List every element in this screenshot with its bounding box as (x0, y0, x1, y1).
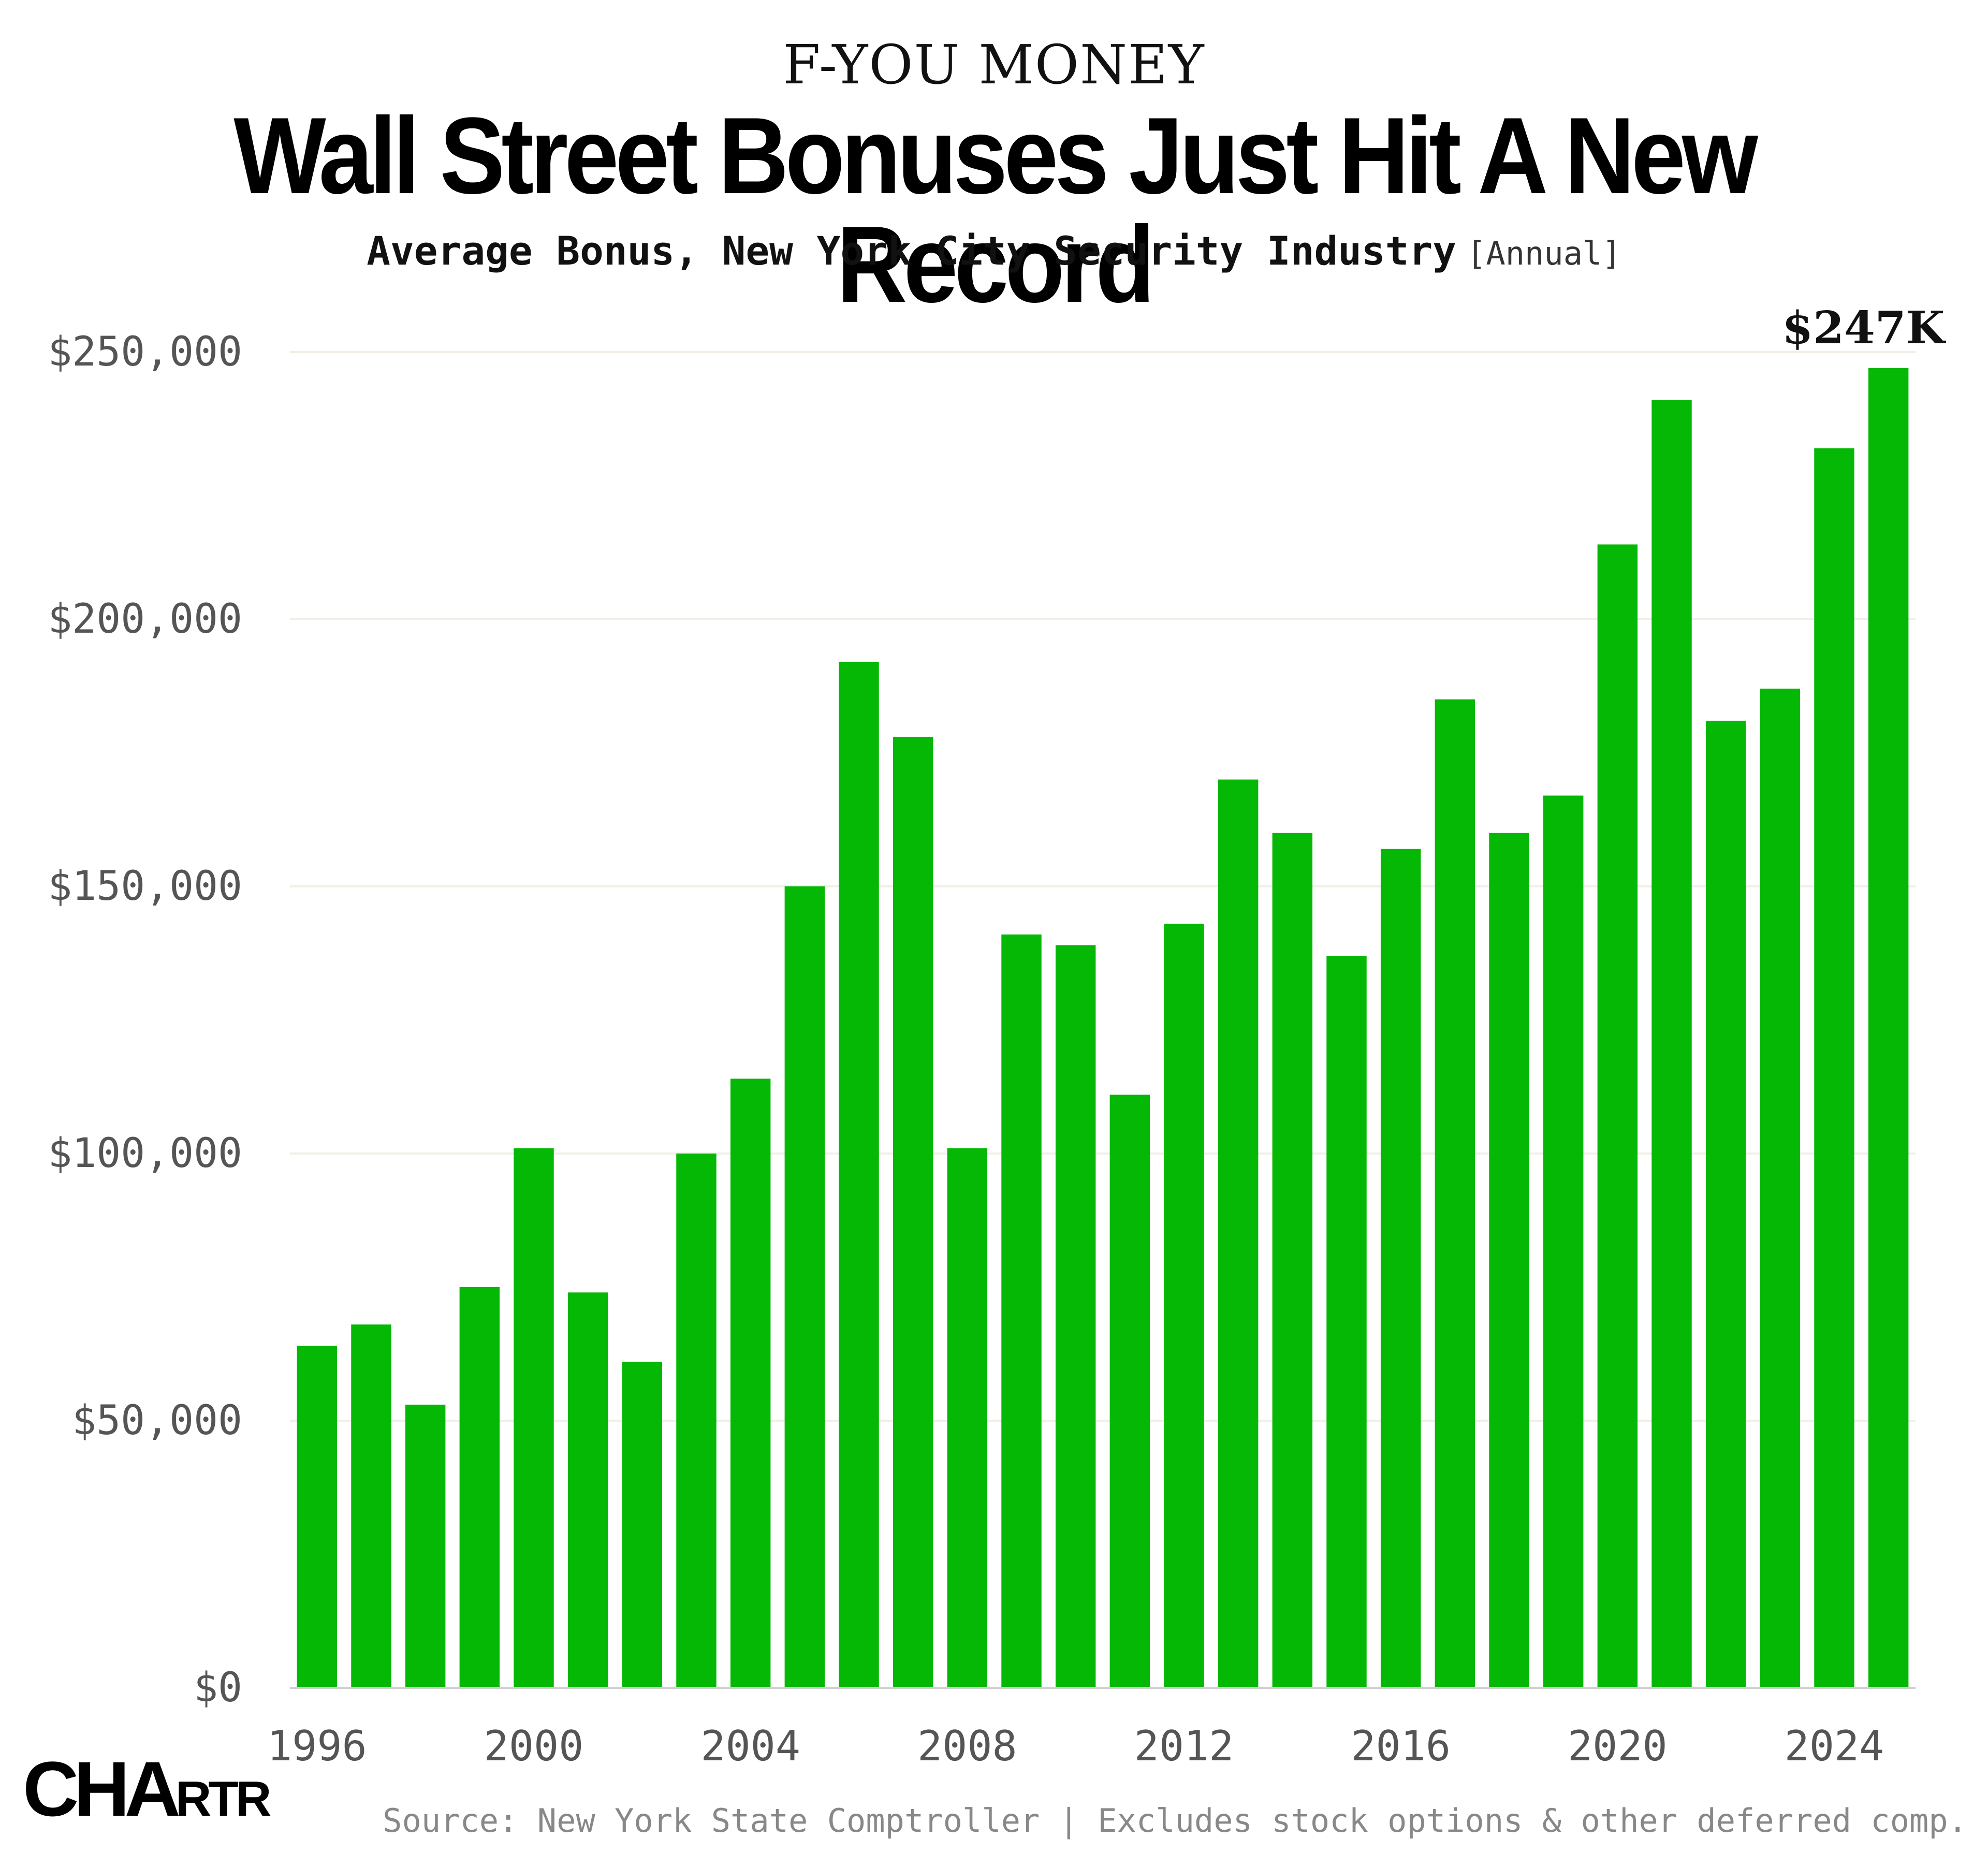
chart-title: Wall Street Bonuses Just Hit A New Recor… (233, 95, 1758, 325)
bar-2020 (1597, 544, 1638, 1688)
bar-2000 (514, 1148, 554, 1688)
bar-2014 (1272, 833, 1313, 1688)
bar-2021 (1651, 400, 1692, 1688)
x-tick-label: 2008 (917, 1722, 1017, 1770)
x-tick-label: 1996 (267, 1722, 367, 1770)
bar-2011 (1109, 1095, 1150, 1688)
bar-1996 (297, 1346, 338, 1688)
bar-2017 (1435, 699, 1475, 1688)
bar-2022 (1705, 721, 1746, 1688)
subtitle-text: Average Bonus, New York City Security In… (367, 228, 1457, 274)
frequency-label: [Annual] (1467, 235, 1621, 272)
x-tick-label: 2020 (1568, 1722, 1668, 1770)
bar-1998 (405, 1405, 446, 1688)
bar-2002 (622, 1362, 663, 1688)
peak-value-annotation: $247K (1782, 302, 1946, 354)
chart-subtitle: Average Bonus, New York City Security In… (0, 228, 1988, 274)
bar-2006 (839, 662, 879, 1688)
bar-2005 (784, 886, 825, 1688)
bar-2025 (1868, 368, 1909, 1688)
bar-2015 (1326, 956, 1367, 1688)
x-tick-label: 2000 (484, 1722, 584, 1770)
chartr-logo: CHARTR (23, 1750, 271, 1828)
y-tick-label: $50,000 (72, 1397, 242, 1444)
bar-2012 (1164, 924, 1204, 1688)
bar-2019 (1543, 795, 1584, 1688)
bar-2013 (1218, 779, 1259, 1688)
y-tick-label: $100,000 (48, 1130, 242, 1177)
bar-2009 (1001, 934, 1042, 1688)
y-tick-label: $150,000 (48, 863, 242, 910)
bar-2010 (1055, 945, 1096, 1688)
y-tick-label: $250,000 (48, 329, 242, 375)
bar-1999 (459, 1287, 500, 1688)
bar-2001 (567, 1292, 608, 1688)
logo-text-small: RTR (175, 1771, 271, 1827)
bar-2018 (1489, 833, 1529, 1688)
bar-2023 (1760, 689, 1801, 1688)
x-tick-label: 2012 (1134, 1722, 1234, 1770)
y-tick-label: $0 (194, 1665, 242, 1711)
grid-lines (290, 351, 1916, 1422)
source-note: Source: New York State Comptroller | Exc… (383, 1802, 1967, 1840)
logo-text-big: CHA (23, 1745, 181, 1832)
bar-2024 (1814, 448, 1854, 1688)
x-tick-label: 2016 (1351, 1722, 1451, 1770)
bar-2003 (676, 1154, 717, 1688)
chart-kicker: F-YOU MONEY (783, 33, 1205, 96)
bars (297, 368, 1909, 1688)
bar-2008 (947, 1148, 988, 1688)
bar-2004 (730, 1078, 771, 1688)
tick-labels: $0 $50,000 $100,000 $150,000 $200,000 $250,00… (48, 302, 1946, 1770)
bar-2007 (893, 737, 933, 1688)
bar-2016 (1380, 849, 1421, 1688)
x-tick-label: 2024 (1785, 1722, 1884, 1770)
y-tick-label: $200,000 (48, 596, 242, 643)
bar-1997 (351, 1324, 391, 1688)
x-tick-label: 2004 (700, 1722, 800, 1770)
